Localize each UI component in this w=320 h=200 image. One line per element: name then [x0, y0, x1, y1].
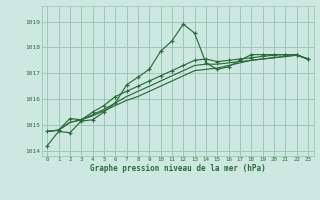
- X-axis label: Graphe pression niveau de la mer (hPa): Graphe pression niveau de la mer (hPa): [90, 164, 266, 173]
